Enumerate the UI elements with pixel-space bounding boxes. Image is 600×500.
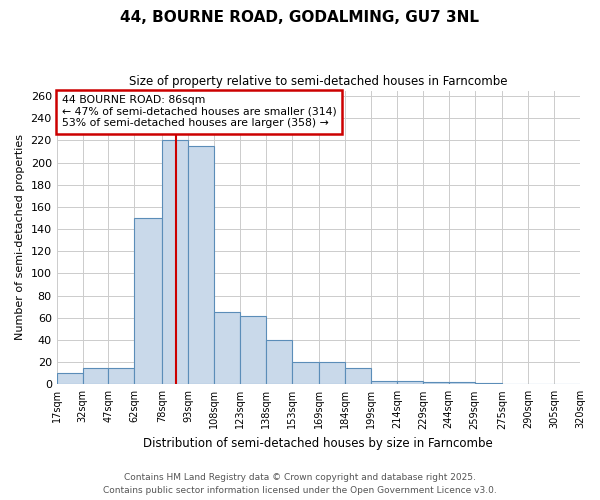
Bar	[345, 368, 371, 384]
Bar	[240, 316, 266, 384]
Bar	[214, 312, 240, 384]
Bar	[449, 382, 475, 384]
Title: Size of property relative to semi-detached houses in Farncombe: Size of property relative to semi-detach…	[129, 75, 508, 88]
Bar	[423, 382, 449, 384]
Bar	[83, 368, 109, 384]
Bar	[162, 140, 188, 384]
Text: Contains HM Land Registry data © Crown copyright and database right 2025.
Contai: Contains HM Land Registry data © Crown c…	[103, 474, 497, 495]
Text: 44, BOURNE ROAD, GODALMING, GU7 3NL: 44, BOURNE ROAD, GODALMING, GU7 3NL	[121, 10, 479, 25]
Bar	[266, 340, 292, 384]
Bar	[56, 373, 83, 384]
Y-axis label: Number of semi-detached properties: Number of semi-detached properties	[15, 134, 25, 340]
Bar	[188, 146, 214, 384]
Bar	[475, 383, 502, 384]
Bar	[109, 368, 134, 384]
Bar	[292, 362, 319, 384]
Bar	[134, 218, 162, 384]
Bar	[319, 362, 345, 384]
Bar	[397, 381, 423, 384]
Text: 44 BOURNE ROAD: 86sqm
← 47% of semi-detached houses are smaller (314)
53% of sem: 44 BOURNE ROAD: 86sqm ← 47% of semi-deta…	[62, 95, 337, 128]
Bar	[371, 381, 397, 384]
X-axis label: Distribution of semi-detached houses by size in Farncombe: Distribution of semi-detached houses by …	[143, 437, 493, 450]
